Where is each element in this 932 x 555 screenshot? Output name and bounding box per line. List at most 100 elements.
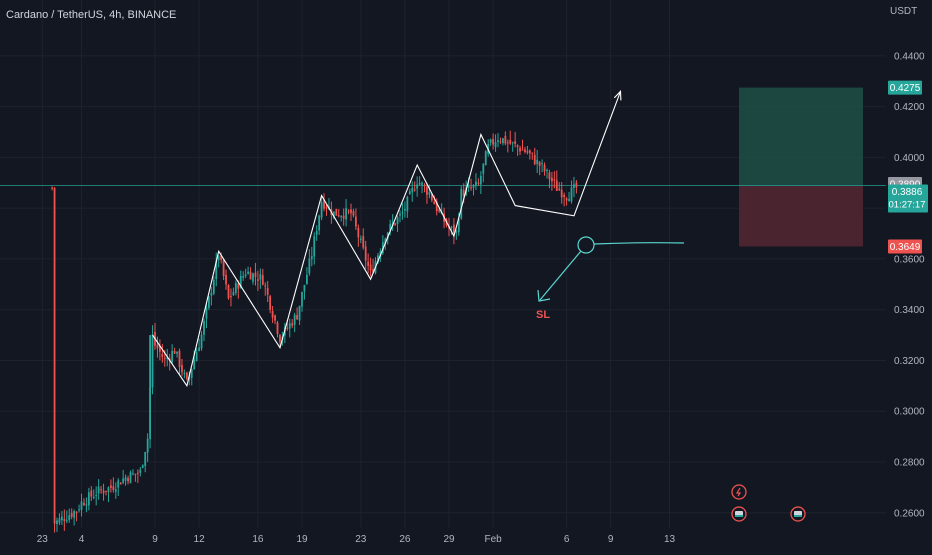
candle-body xyxy=(560,189,563,198)
candle-body xyxy=(178,350,181,368)
candle-body xyxy=(394,223,396,225)
candle-body xyxy=(261,275,264,285)
candle-body xyxy=(377,255,379,263)
sl-level-line xyxy=(593,242,685,245)
candle-body xyxy=(352,211,355,216)
candle-body xyxy=(301,291,303,307)
candle-body xyxy=(310,256,313,260)
candle-body xyxy=(401,212,404,214)
candle-body xyxy=(276,322,279,335)
candle-body xyxy=(418,183,421,185)
candle-body xyxy=(75,511,78,513)
candle-body xyxy=(386,232,389,239)
candle-body xyxy=(396,217,399,225)
candle-body xyxy=(404,208,406,211)
candle-body xyxy=(252,273,254,282)
candle-body xyxy=(212,279,215,294)
candle-body xyxy=(460,188,463,219)
stop-price-label-bg xyxy=(888,239,922,254)
candle-body xyxy=(271,311,274,318)
candle-body xyxy=(408,191,411,195)
candle-body xyxy=(335,208,338,216)
candle-body xyxy=(553,179,556,181)
candle-body xyxy=(479,175,482,185)
lightning-icon xyxy=(731,484,747,500)
candle-body xyxy=(384,238,387,244)
candle-body xyxy=(171,351,174,363)
candle-body xyxy=(342,215,345,219)
candle-body xyxy=(95,495,98,497)
candle-body xyxy=(482,163,485,174)
x-tick-label: 16 xyxy=(252,534,264,545)
candle-body xyxy=(416,184,419,189)
candle-body xyxy=(73,511,76,518)
candle-body xyxy=(227,284,230,299)
candle-body xyxy=(124,477,127,481)
candle-body xyxy=(296,315,298,320)
candle-body xyxy=(63,519,66,521)
chart-title: Cardano / TetherUS, 4h, BINANCE xyxy=(6,9,177,21)
candle-body xyxy=(340,216,343,218)
x-tick-label: 9 xyxy=(608,534,614,545)
candle-body xyxy=(543,164,546,172)
candle-body xyxy=(249,271,252,280)
y-tick-label: 0.3200 xyxy=(894,356,925,367)
candle-body xyxy=(119,482,122,485)
candle-body xyxy=(208,296,210,308)
candle-body xyxy=(139,469,142,473)
y-tick-label: 0.3600 xyxy=(894,254,925,265)
candle-body xyxy=(259,274,262,280)
candle-body xyxy=(430,194,433,201)
candle-body xyxy=(161,353,164,358)
candle-body xyxy=(181,365,183,373)
candle-body xyxy=(516,145,519,147)
x-tick-label: 12 xyxy=(194,534,206,545)
candle-body xyxy=(308,258,311,274)
candle-body xyxy=(450,226,453,228)
candle-body xyxy=(337,215,340,217)
candle-body xyxy=(323,199,325,209)
candle-body xyxy=(58,518,61,523)
candle-body xyxy=(134,473,137,475)
candle-body xyxy=(546,169,548,171)
target-price-label: 0.4275 xyxy=(890,83,921,94)
candle-body xyxy=(372,268,374,273)
candle-body xyxy=(107,487,110,493)
candle-body xyxy=(156,344,159,349)
candle-body xyxy=(364,246,367,261)
candle-body xyxy=(457,218,460,233)
candle-body xyxy=(548,172,551,180)
candle-body xyxy=(568,199,570,202)
candle-body xyxy=(428,192,431,195)
lightning-icon-glyph xyxy=(735,487,742,497)
sl-arrowhead xyxy=(537,289,551,302)
candle-body xyxy=(536,159,539,165)
x-tick-label: 13 xyxy=(664,534,676,545)
x-tick-label: 6 xyxy=(564,534,570,545)
candle-body xyxy=(433,201,436,205)
candle-body xyxy=(538,161,541,166)
candle-body xyxy=(215,260,218,280)
x-tick-label: 9 xyxy=(152,534,158,545)
candle-body xyxy=(288,323,291,329)
candle-body xyxy=(232,292,235,296)
candle-body xyxy=(83,502,85,506)
candle-body xyxy=(524,149,526,152)
x-tick-label: 23 xyxy=(355,534,367,545)
candle-body xyxy=(421,182,423,185)
candle-body xyxy=(413,189,416,191)
target-arrowhead xyxy=(613,90,622,101)
candle-body xyxy=(220,255,223,260)
candle-body xyxy=(183,372,186,374)
candle-body xyxy=(53,187,56,524)
candle-body xyxy=(504,135,507,144)
candle-body xyxy=(332,211,335,218)
candle-body xyxy=(345,208,347,220)
candle-body xyxy=(291,323,294,326)
candle-body xyxy=(499,141,502,143)
candle-body xyxy=(193,359,196,369)
candle-body xyxy=(438,209,441,212)
zigzag-pattern xyxy=(152,91,622,388)
